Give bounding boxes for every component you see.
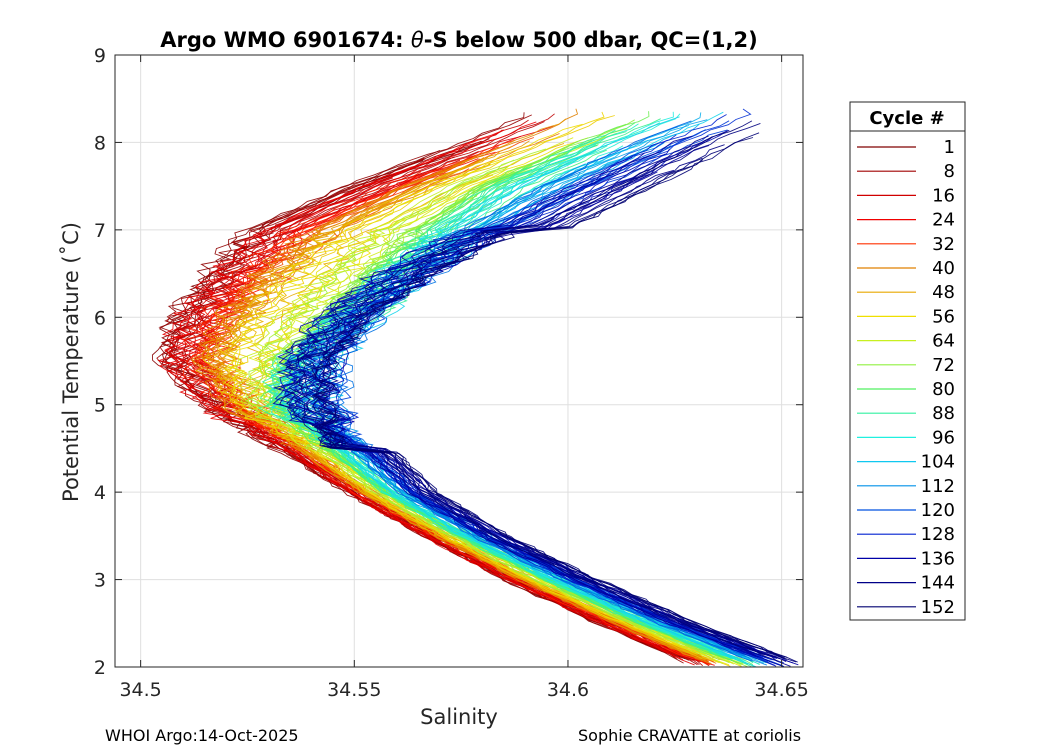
y-axis-label: Potential Temperature (˚C) (59, 222, 83, 502)
profile-line (158, 112, 684, 664)
profile-line (279, 116, 732, 658)
legend-label: 16 (932, 185, 955, 206)
legend-label: 64 (932, 331, 955, 352)
y-tick-label: 4 (94, 482, 106, 504)
tick-labels: 34.5 34.55 34.6 34.65 2 3 4 5 6 7 8 9 (94, 45, 809, 701)
legend-title: Cycle # (869, 108, 944, 129)
legend: Cycle # 1 8 16 24 32 40 48 56 64 72 80 88 96 104 112 12… (849, 101, 966, 621)
profile-line (294, 129, 765, 656)
legend-label: 112 (921, 476, 955, 497)
x-tick-label: 34.6 (547, 679, 589, 701)
profile-line (283, 120, 753, 662)
profile-line (244, 148, 730, 664)
profile-line (295, 122, 780, 659)
legend-label: 56 (932, 306, 955, 327)
x-tick-label: 34.5 (119, 679, 161, 701)
x-tick-label: 34.55 (327, 679, 381, 701)
legend-label: 48 (932, 282, 955, 303)
legend-label: 32 (932, 234, 955, 255)
footer-left: WHOI Argo:14-Oct-2025 (105, 726, 299, 745)
profile-curves (151, 108, 799, 668)
footer-right: Sophie CRAVATTE at coriolis (578, 726, 801, 745)
profile-line (300, 168, 787, 663)
chart-title: Argo WMO 6901674: θ-S below 500 dbar, QC… (160, 28, 757, 52)
legend-label: 24 (932, 210, 955, 231)
legend-label: 152 (921, 597, 955, 618)
legend-label: 8 (944, 161, 955, 182)
profile-line (226, 160, 730, 666)
legend-label: 128 (921, 524, 955, 545)
x-axis-label: Salinity (420, 705, 498, 729)
legend-label: 120 (921, 500, 955, 521)
title-theta-symbol: θ (411, 28, 424, 52)
y-tick-label: 5 (94, 395, 106, 417)
plot-frame (114, 54, 804, 668)
legend-items: 1 8 16 24 32 40 48 56 64 72 80 88 96 104 112 120 128 136 1… (857, 137, 955, 618)
profile-line (158, 129, 695, 666)
profile-line (194, 118, 702, 660)
profile-line (257, 129, 715, 655)
legend-label: 104 (921, 452, 955, 473)
legend-label: 1 (944, 137, 955, 158)
profile-line (274, 156, 777, 667)
y-tick-label: 3 (94, 570, 106, 592)
y-tick-label: 8 (94, 132, 106, 154)
legend-label: 144 (921, 573, 955, 594)
legend-label: 96 (932, 427, 955, 448)
tick-marks (115, 54, 803, 668)
title-prefix: Argo WMO 6901674: (160, 28, 411, 52)
title-suffix: -S below 500 dbar, QC=(1,2) (424, 28, 758, 52)
x-tick-label: 34.65 (754, 679, 808, 701)
legend-label: 136 (921, 548, 955, 569)
legend-label: 88 (932, 403, 955, 424)
legend-label: 80 (932, 379, 955, 400)
legend-label: 40 (932, 258, 955, 279)
y-tick-label: 9 (94, 45, 106, 67)
profile-line (202, 165, 703, 660)
y-tick-label: 2 (94, 657, 106, 679)
legend-label: 72 (932, 355, 955, 376)
profile-line (268, 123, 736, 660)
profile-line (276, 152, 785, 668)
profile-line (311, 159, 786, 659)
y-tick-label: 7 (94, 220, 106, 242)
y-tick-label: 6 (94, 307, 106, 329)
profile-line (279, 120, 779, 662)
